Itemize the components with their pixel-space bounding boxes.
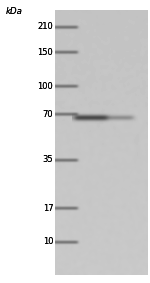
Text: 210: 210	[38, 22, 53, 31]
Text: 17: 17	[43, 203, 53, 213]
Text: 17: 17	[43, 203, 53, 213]
Text: kDa: kDa	[6, 7, 23, 16]
Text: 35: 35	[43, 155, 53, 164]
Text: 70: 70	[43, 110, 53, 119]
Text: 100: 100	[38, 82, 53, 91]
Text: 35: 35	[43, 155, 53, 164]
Text: 100: 100	[38, 82, 53, 91]
Text: 70: 70	[43, 110, 53, 119]
Text: 150: 150	[38, 48, 53, 57]
Bar	[0, 0, 55, 283]
Text: 10: 10	[43, 237, 53, 246]
Text: 10: 10	[43, 237, 53, 246]
Text: 210: 210	[38, 22, 53, 31]
Text: 150: 150	[38, 48, 53, 57]
Text: kDa: kDa	[6, 7, 23, 16]
